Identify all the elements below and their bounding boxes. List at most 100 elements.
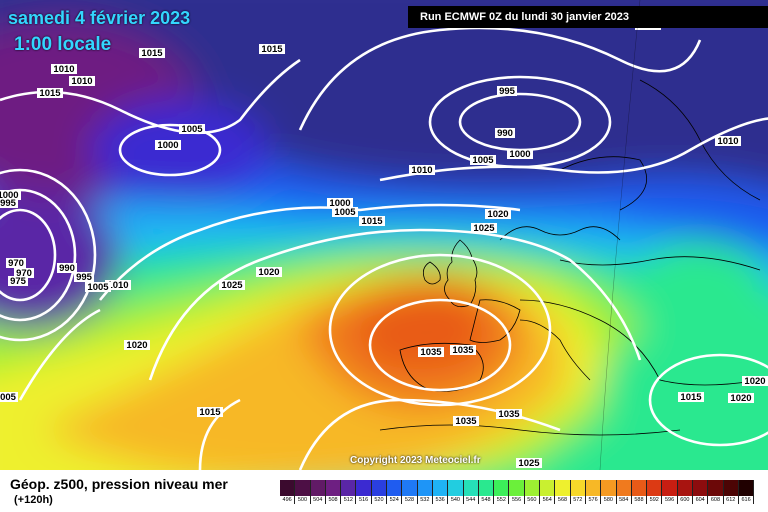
isobar-label: 1025 <box>518 458 540 469</box>
forecast-date: samedi 4 février 2023 <box>8 8 191 28</box>
isobar-label-bg <box>485 209 511 219</box>
isobar-label-bg <box>409 165 435 175</box>
isobar-label-bg <box>678 392 704 402</box>
isobar-label: 1015 <box>361 216 383 227</box>
isobar-label-bg <box>418 347 444 357</box>
isobar-label: 1035 <box>420 347 442 358</box>
isobar-label: 1015 <box>39 88 61 99</box>
isobar-label-bg <box>37 88 63 98</box>
isobar-label-bg <box>495 128 515 138</box>
scale-step-label: 580 <box>601 496 616 504</box>
isobar-label-bg <box>8 276 28 286</box>
isobar-label: 990 <box>497 128 513 139</box>
scale-step-label: 584 <box>616 496 631 504</box>
isobar-label-bg <box>715 136 741 146</box>
scale-step-label: 592 <box>647 496 662 504</box>
scale-step: 560 <box>524 480 541 504</box>
isobar-label: 1005 <box>181 124 203 135</box>
scale-step: 572 <box>570 480 586 504</box>
isobar-label: 1000 <box>0 190 19 201</box>
scale-step-label: 552 <box>494 496 509 504</box>
scale-step: 544 <box>463 480 479 504</box>
isobar-label: 1000 <box>157 140 178 151</box>
scale-step: 508 <box>325 480 342 504</box>
isobar-label-bg <box>742 376 768 386</box>
isobar-label-bg <box>105 280 131 290</box>
isobar-label: 995 <box>499 86 516 97</box>
isobar-label: 1005 <box>472 155 494 166</box>
scale-step: 564 <box>540 480 556 504</box>
scale-step-label: 588 <box>631 496 647 504</box>
scale-step-label: 524 <box>387 496 402 504</box>
scale-step: 520 <box>371 480 388 504</box>
isobar-label-bg <box>0 190 21 200</box>
isobar-label: 970 <box>8 258 24 269</box>
isobar-label-bg <box>74 272 94 282</box>
isobar-label-bg <box>179 124 205 134</box>
isobar-label-bg <box>0 198 18 208</box>
scale-step-label: 532 <box>417 496 432 504</box>
isobar-label: 975 <box>10 276 27 287</box>
scale-step-label: 568 <box>555 496 570 504</box>
scale-step: 596 <box>662 480 678 504</box>
isobar-label: 1000 <box>509 149 530 160</box>
scale-step-label: 504 <box>310 496 325 504</box>
scale-step-label: 556 <box>509 496 524 504</box>
isobar-label-bg <box>124 340 150 350</box>
scale-step-label: 516 <box>356 496 371 504</box>
isobar-label: 1010 <box>411 165 432 176</box>
scale-step: 576 <box>585 480 602 504</box>
scale-step: 568 <box>555 480 571 504</box>
isobar-labels: 1015101010101015101510051000995990100510… <box>0 20 768 469</box>
isobar-label-bg <box>69 76 95 86</box>
isobar-label: 1005 <box>334 207 356 218</box>
scale-step: 524 <box>387 480 403 504</box>
legend-panel: Géop. z500, pression niveau mer (+120h) … <box>0 470 768 512</box>
scale-step-label: 548 <box>478 496 494 504</box>
scale-step-label: 564 <box>540 496 555 504</box>
map-graticule <box>599 0 641 470</box>
isobar-label-bg <box>51 64 77 74</box>
coastlines <box>379 79 761 436</box>
copyright-text: Copyright 2023 Meteociel.fr <box>350 455 481 466</box>
isobar-label-bg <box>496 409 522 419</box>
scale-step-label: 560 <box>524 496 540 504</box>
isobar-label-bg <box>728 393 754 403</box>
scale-step: 516 <box>356 480 372 504</box>
isobar-label: 1015 <box>141 48 163 59</box>
scale-step: 608 <box>708 480 724 504</box>
scale-step: 616 <box>738 480 755 504</box>
isobar-label: 1020 <box>744 376 765 387</box>
isobar-label-bg <box>497 86 517 96</box>
isobar-label: 1025 <box>221 280 243 291</box>
scale-step-label: 576 <box>585 496 601 504</box>
geopotential-field <box>0 0 768 470</box>
scale-step-label: 616 <box>738 496 754 504</box>
scale-step-label: 500 <box>295 496 310 504</box>
isobar-label-bg <box>155 140 181 150</box>
isobar-label: 1035 <box>498 409 520 420</box>
isobar-label: 005 <box>0 392 17 403</box>
isobar-label: 1015 <box>680 392 702 403</box>
isobar-label: 1035 <box>455 416 477 427</box>
isobar-label-bg <box>6 258 26 268</box>
isobar-label-bg <box>471 223 497 233</box>
scale-step-label: 604 <box>693 496 708 504</box>
scale-step-label: 612 <box>723 496 738 504</box>
scale-step-label: 520 <box>371 496 387 504</box>
isobar-label-bg <box>470 155 496 165</box>
scale-step: 600 <box>677 480 694 504</box>
isobar-label: 1005 <box>87 282 109 293</box>
isobar-label-bg <box>359 216 385 226</box>
scale-step: 500 <box>295 480 311 504</box>
scale-step-label: 540 <box>448 496 463 504</box>
scale-step: 512 <box>341 480 357 504</box>
scale-step: 536 <box>432 480 449 504</box>
scale-step-label: 544 <box>463 496 478 504</box>
scale-step: 588 <box>631 480 648 504</box>
isobar-label-bg <box>256 267 282 277</box>
scale-step: 496 <box>280 480 296 504</box>
isobar-label: 1010 <box>717 136 738 147</box>
isobar-label-bg <box>259 44 285 54</box>
scale-step-label: 508 <box>325 496 341 504</box>
